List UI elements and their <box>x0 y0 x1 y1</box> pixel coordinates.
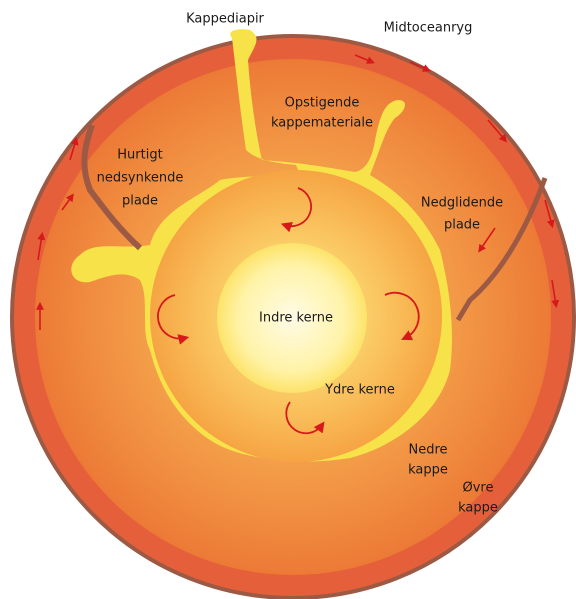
arrow <box>280 187 312 233</box>
arrow <box>478 227 496 253</box>
label: Nedre <box>408 443 447 458</box>
arrow <box>69 136 79 161</box>
inner-core <box>217 243 367 393</box>
arrow <box>551 279 560 309</box>
arrow <box>37 231 46 261</box>
label: Kappediapir <box>186 12 264 27</box>
arrow <box>61 193 74 211</box>
label: Øvre <box>463 481 494 496</box>
label: Indre kerne <box>259 311 333 326</box>
label: plade <box>444 218 480 233</box>
label: kappe <box>408 463 448 478</box>
labels: Kappediapir Midtoceanryg Opstigende kapp… <box>97 12 503 516</box>
label: kappe <box>458 501 498 516</box>
arrow <box>285 401 325 435</box>
label: Midtoceanryg <box>384 21 473 36</box>
arrow <box>409 61 431 72</box>
arrow <box>354 54 375 64</box>
earth <box>10 29 576 599</box>
label: Hurtigt <box>117 148 162 163</box>
label: kappemateriale <box>271 116 373 131</box>
label: nedsynkende <box>97 171 184 186</box>
arrow <box>487 119 508 143</box>
label: plade <box>122 194 158 209</box>
arrow <box>157 294 190 345</box>
arrow <box>384 291 420 341</box>
flow-arrows <box>36 54 560 435</box>
label: Nedglidende <box>421 196 503 211</box>
arrow <box>544 199 555 229</box>
label: Ydre kerne <box>324 383 395 398</box>
sliding-slab <box>455 177 548 322</box>
fast-slab <box>81 124 143 251</box>
label: Opstigende <box>285 96 360 111</box>
